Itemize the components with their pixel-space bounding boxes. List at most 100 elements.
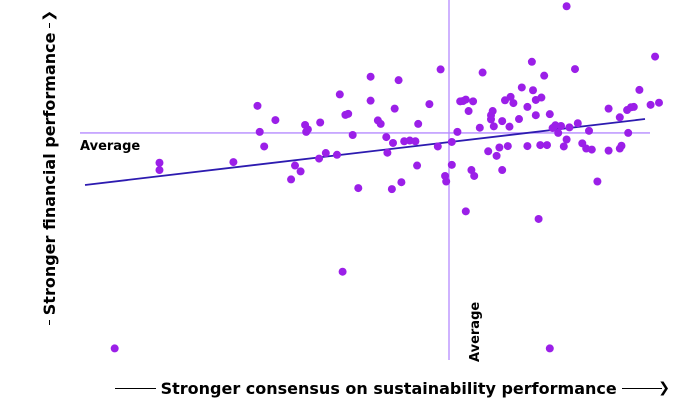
data-point bbox=[461, 207, 470, 216]
data-point bbox=[253, 101, 262, 110]
average-y-label: Average bbox=[80, 139, 141, 154]
data-point bbox=[593, 177, 602, 186]
data-point bbox=[387, 185, 396, 194]
data-point bbox=[545, 344, 554, 353]
average-x-label: Average bbox=[468, 301, 483, 362]
data-point bbox=[376, 119, 385, 128]
data-point bbox=[469, 97, 478, 106]
data-point bbox=[527, 57, 536, 66]
data-point bbox=[646, 100, 655, 109]
data-point bbox=[291, 161, 299, 170]
data-point bbox=[543, 141, 551, 150]
data-point bbox=[617, 141, 626, 150]
data-point bbox=[559, 142, 568, 151]
data-point bbox=[515, 115, 523, 124]
data-point bbox=[478, 68, 487, 77]
data-point bbox=[414, 119, 423, 128]
data-point bbox=[489, 122, 498, 131]
data-point bbox=[461, 95, 470, 104]
data-points bbox=[110, 2, 663, 353]
data-point bbox=[571, 65, 579, 74]
data-point bbox=[397, 178, 406, 187]
data-point bbox=[348, 131, 357, 140]
data-point bbox=[573, 119, 582, 128]
data-point bbox=[531, 111, 540, 120]
y-axis-arrowhead-icon: ❯ bbox=[41, 10, 57, 22]
data-point bbox=[545, 110, 554, 119]
data-point bbox=[557, 121, 565, 130]
data-point bbox=[629, 102, 638, 111]
data-point bbox=[488, 107, 497, 116]
data-point bbox=[155, 158, 164, 167]
data-point bbox=[464, 107, 473, 116]
data-point bbox=[624, 128, 633, 137]
data-point bbox=[389, 138, 397, 147]
data-point bbox=[635, 85, 644, 94]
data-point bbox=[411, 137, 420, 146]
data-point bbox=[492, 151, 501, 160]
data-point bbox=[382, 133, 391, 142]
data-point bbox=[260, 142, 269, 151]
data-point bbox=[413, 161, 422, 170]
data-point bbox=[498, 166, 507, 175]
data-point bbox=[390, 104, 399, 113]
data-point bbox=[436, 65, 445, 74]
y-axis-label-row: Stronger financial performance ❯ bbox=[38, 10, 60, 330]
y-axis-label: Stronger financial performance bbox=[39, 32, 59, 316]
x-axis-arrow-line-left bbox=[115, 387, 156, 389]
data-point bbox=[321, 149, 330, 158]
average-lines bbox=[80, 0, 650, 360]
x-axis-label: Stronger consensus on sustainability per… bbox=[160, 378, 617, 398]
x-axis-arrow-line-right bbox=[621, 387, 663, 389]
data-point bbox=[366, 72, 375, 81]
data-point bbox=[503, 142, 512, 151]
data-point bbox=[229, 158, 238, 167]
data-point bbox=[287, 175, 296, 184]
data-point bbox=[442, 177, 451, 186]
data-point bbox=[303, 125, 312, 134]
data-point bbox=[604, 146, 613, 155]
data-point bbox=[506, 92, 515, 101]
data-point bbox=[344, 109, 353, 118]
data-point bbox=[366, 96, 375, 105]
data-point bbox=[565, 123, 574, 132]
data-point bbox=[354, 184, 363, 193]
data-point bbox=[562, 2, 571, 11]
data-point bbox=[447, 137, 456, 146]
data-point bbox=[587, 145, 596, 154]
data-point bbox=[316, 118, 325, 127]
data-point bbox=[383, 148, 392, 157]
data-point bbox=[335, 90, 344, 99]
y-axis-arrow-line-left bbox=[48, 320, 50, 325]
data-point bbox=[537, 93, 546, 102]
data-point bbox=[425, 100, 434, 109]
data-point bbox=[338, 267, 347, 276]
data-point bbox=[394, 76, 403, 85]
data-point bbox=[523, 142, 532, 151]
data-point bbox=[655, 98, 663, 107]
data-point bbox=[495, 143, 504, 152]
data-point bbox=[296, 167, 305, 176]
data-point bbox=[540, 71, 549, 80]
data-point bbox=[470, 171, 479, 180]
data-point bbox=[475, 123, 484, 132]
data-point bbox=[453, 127, 462, 136]
data-point bbox=[315, 154, 324, 163]
data-point bbox=[110, 344, 119, 353]
data-point bbox=[433, 142, 442, 151]
data-point bbox=[554, 128, 563, 137]
data-point bbox=[447, 160, 456, 169]
data-point bbox=[604, 104, 613, 113]
x-axis-label-row: Stronger consensus on sustainability per… bbox=[110, 376, 670, 400]
data-point bbox=[529, 86, 537, 95]
data-point bbox=[562, 135, 571, 144]
data-point bbox=[651, 52, 660, 61]
data-point bbox=[509, 99, 518, 108]
data-point bbox=[505, 122, 514, 131]
data-point bbox=[523, 102, 532, 111]
data-point bbox=[498, 117, 507, 126]
x-axis-arrowhead-icon: ❯ bbox=[658, 380, 671, 396]
data-point bbox=[536, 141, 545, 150]
data-point bbox=[484, 147, 493, 156]
